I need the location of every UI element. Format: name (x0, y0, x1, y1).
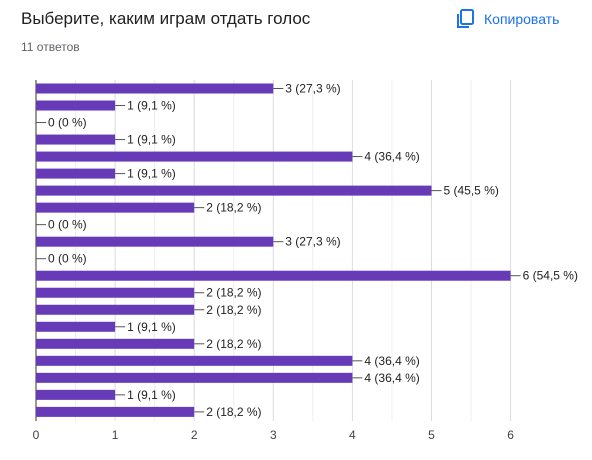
bar[interactable] (36, 151, 353, 162)
data-label: 1 (9,1 %) (127, 133, 176, 147)
data-label: 4 (36,4 %) (364, 354, 419, 368)
x-tick-label: 5 (428, 428, 435, 442)
data-label: 1 (9,1 %) (127, 99, 176, 113)
bar[interactable] (36, 83, 274, 94)
x-tick-label: 1 (112, 428, 119, 442)
bar[interactable] (36, 185, 432, 196)
copy-icon (456, 9, 474, 29)
data-label: 1 (9,1 %) (127, 320, 176, 334)
x-tick-label: 4 (349, 428, 356, 442)
data-label: 4 (36,4 %) (364, 150, 419, 164)
x-tick-label: 6 (507, 428, 514, 442)
data-label: 5 (45,5 %) (444, 184, 499, 198)
bar[interactable] (36, 236, 274, 247)
data-label: 1 (9,1 %) (127, 388, 176, 402)
bar[interactable] (36, 304, 195, 315)
data-label: 6 (54,5 %) (523, 269, 578, 283)
question-title: Выберите, каким играм отдать голос (21, 9, 311, 28)
bar[interactable] (36, 100, 116, 111)
bar[interactable] (36, 270, 511, 281)
x-tick-label: 2 (191, 428, 198, 442)
copy-button-label: Копировать (484, 11, 560, 27)
response-count: 11 ответов (21, 40, 80, 54)
data-label: 0 (0 %) (48, 218, 87, 232)
bar[interactable] (36, 355, 353, 366)
bar[interactable] (36, 287, 195, 298)
x-tick-label: 0 (33, 428, 40, 442)
bar[interactable] (36, 372, 353, 383)
x-tick-label: 3 (270, 428, 277, 442)
bar[interactable] (36, 202, 195, 213)
data-label: 2 (18,2 %) (206, 286, 261, 300)
data-label: 2 (18,2 %) (206, 405, 261, 419)
bar[interactable] (36, 321, 116, 332)
bar[interactable] (36, 134, 116, 145)
bar[interactable] (36, 406, 195, 417)
copy-button[interactable]: Копировать (456, 6, 559, 32)
data-label: 3 (27,3 %) (285, 82, 340, 96)
bar[interactable] (36, 389, 116, 400)
data-label: 0 (0 %) (48, 116, 87, 130)
data-label: 2 (18,2 %) (206, 303, 261, 317)
bar[interactable] (36, 168, 116, 179)
data-label: 2 (18,2 %) (206, 337, 261, 351)
data-label: 1 (9,1 %) (127, 167, 176, 181)
bar[interactable] (36, 338, 195, 349)
data-label: 2 (18,2 %) (206, 201, 261, 215)
data-label: 3 (27,3 %) (285, 235, 340, 249)
data-label: 4 (36,4 %) (364, 371, 419, 385)
data-label: 0 (0 %) (48, 252, 87, 266)
